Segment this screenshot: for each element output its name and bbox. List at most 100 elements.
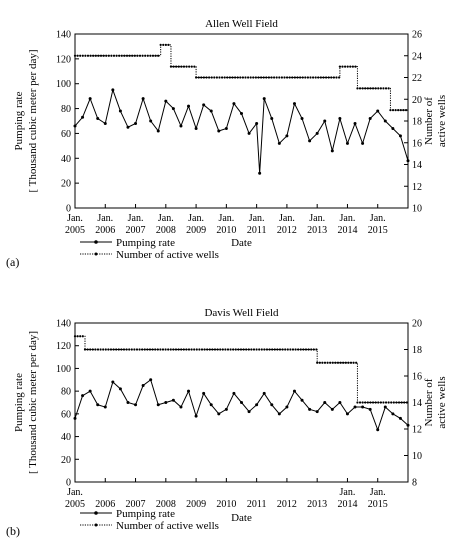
y-right-tick-label: 18 xyxy=(412,117,422,128)
series-point-pumping-rate xyxy=(383,119,387,123)
series-point-pumping-rate xyxy=(277,141,281,145)
series-point-active-wells xyxy=(304,76,307,79)
legend-label-pumping-rate: Pumping rate xyxy=(116,237,175,249)
series-point-active-wells xyxy=(216,348,219,351)
series-point-active-wells xyxy=(172,65,175,68)
series-point-active-wells xyxy=(286,348,289,351)
series-point-active-wells xyxy=(382,401,385,404)
series-point-pumping-rate xyxy=(247,410,251,414)
series-point-active-wells xyxy=(387,401,390,404)
series-point-pumping-rate xyxy=(323,119,327,123)
series-point-active-wells xyxy=(223,76,226,79)
series-point-pumping-rate xyxy=(111,88,115,92)
series-point-active-wells xyxy=(260,348,263,351)
series-point-active-wells xyxy=(390,401,393,404)
series-point-active-wells xyxy=(342,361,345,364)
series-point-pumping-rate xyxy=(217,412,221,416)
series-point-pumping-rate xyxy=(202,391,206,395)
series-point-active-wells xyxy=(397,109,400,112)
x-axis-label: Date xyxy=(231,237,252,249)
series-point-active-wells xyxy=(379,401,382,404)
series-point-active-wells xyxy=(335,76,338,79)
series-point-active-wells xyxy=(298,76,302,79)
series-point-pumping-rate xyxy=(247,131,251,135)
series-point-active-wells xyxy=(232,348,235,351)
series-point-active-wells xyxy=(278,76,281,79)
y-right-tick-label: 20 xyxy=(412,319,422,330)
series-point-active-wells xyxy=(299,348,302,351)
series-point-active-wells xyxy=(239,348,243,351)
series-point-active-wells xyxy=(293,76,296,79)
series-point-active-wells xyxy=(272,76,276,79)
x-tick-label-month: Jan. xyxy=(67,487,83,498)
y-right-tick-label: 8 xyxy=(412,478,417,489)
series-point-active-wells xyxy=(213,76,216,79)
series-point-active-wells xyxy=(138,348,141,351)
legend-marker-pumping-rate xyxy=(94,511,98,515)
x-tick-label-year: 2007 xyxy=(126,499,146,510)
series-point-active-wells xyxy=(291,348,295,351)
series-point-active-wells xyxy=(283,76,286,79)
y-right-tick-label: 10 xyxy=(412,451,422,462)
series-point-active-wells xyxy=(354,65,357,68)
series-point-active-wells xyxy=(220,76,224,79)
x-tick-label-month: Jan. xyxy=(370,213,386,224)
series-point-pumping-rate xyxy=(376,109,380,113)
x-tick-label-year: 2014 xyxy=(337,225,357,236)
series-point-active-wells xyxy=(148,348,152,351)
series-point-active-wells xyxy=(81,54,84,57)
y-right-tick-label: 12 xyxy=(412,425,422,436)
series-point-active-wells xyxy=(167,43,170,46)
series-point-active-wells xyxy=(397,401,401,404)
series-point-active-wells xyxy=(252,76,255,79)
series-point-active-wells xyxy=(263,348,266,351)
x-tick-label-year: 2010 xyxy=(216,225,236,236)
series-point-active-wells xyxy=(258,348,261,351)
series-point-active-wells xyxy=(304,348,308,351)
x-tick-label-month: Jan. xyxy=(128,213,144,224)
series-point-pumping-rate xyxy=(270,117,274,121)
series-point-active-wells xyxy=(161,348,165,351)
series-point-pumping-rate xyxy=(73,416,77,420)
y-left-axis-label: [ Thousand cubic meter per day] xyxy=(27,49,39,192)
series-point-active-wells xyxy=(392,401,395,404)
series-point-active-wells xyxy=(249,76,252,79)
series-point-active-wells xyxy=(138,54,142,57)
series-point-pumping-rate xyxy=(398,134,402,138)
series-point-active-wells xyxy=(89,54,92,57)
x-tick-label-month: Jan. xyxy=(188,213,204,224)
series-point-active-wells xyxy=(156,348,159,351)
series-point-active-wells xyxy=(190,65,193,68)
x-tick-label-month: Jan. xyxy=(370,487,386,498)
series-point-pumping-rate xyxy=(232,391,236,395)
series-point-active-wells xyxy=(271,348,274,351)
series-point-pumping-rate xyxy=(315,131,319,135)
legend-marker-active-wells xyxy=(94,252,98,256)
series-point-active-wells xyxy=(364,401,367,404)
x-tick-label-year: 2015 xyxy=(368,499,388,510)
series-point-active-wells xyxy=(332,76,335,79)
y-right-tick-label: 10 xyxy=(412,204,422,215)
series-point-active-wells xyxy=(86,54,90,57)
series-point-active-wells xyxy=(96,348,100,351)
series-point-active-wells xyxy=(330,76,333,79)
series-point-active-wells xyxy=(351,65,354,68)
series-point-pumping-rate xyxy=(330,407,334,411)
series-point-pumping-rate xyxy=(255,121,259,125)
legend-marker-active-wells xyxy=(94,523,98,527)
series-point-active-wells xyxy=(219,348,222,351)
series-point-active-wells xyxy=(384,87,388,90)
series-point-active-wells xyxy=(211,348,214,351)
y-left-axis-label: [ Thousand cubic meter per day] xyxy=(27,331,39,474)
x-tick-label-year: 2013 xyxy=(307,225,327,236)
series-point-active-wells xyxy=(182,65,186,68)
series-point-pumping-rate xyxy=(292,389,296,393)
series-point-active-wells xyxy=(131,54,134,57)
series-point-active-wells xyxy=(403,401,406,404)
series-point-pumping-rate xyxy=(224,126,228,130)
series-point-pumping-rate xyxy=(118,387,122,391)
series-point-active-wells xyxy=(399,109,402,112)
series-point-active-wells xyxy=(112,348,115,351)
series-point-pumping-rate xyxy=(361,141,365,145)
series-point-active-wells xyxy=(180,348,183,351)
